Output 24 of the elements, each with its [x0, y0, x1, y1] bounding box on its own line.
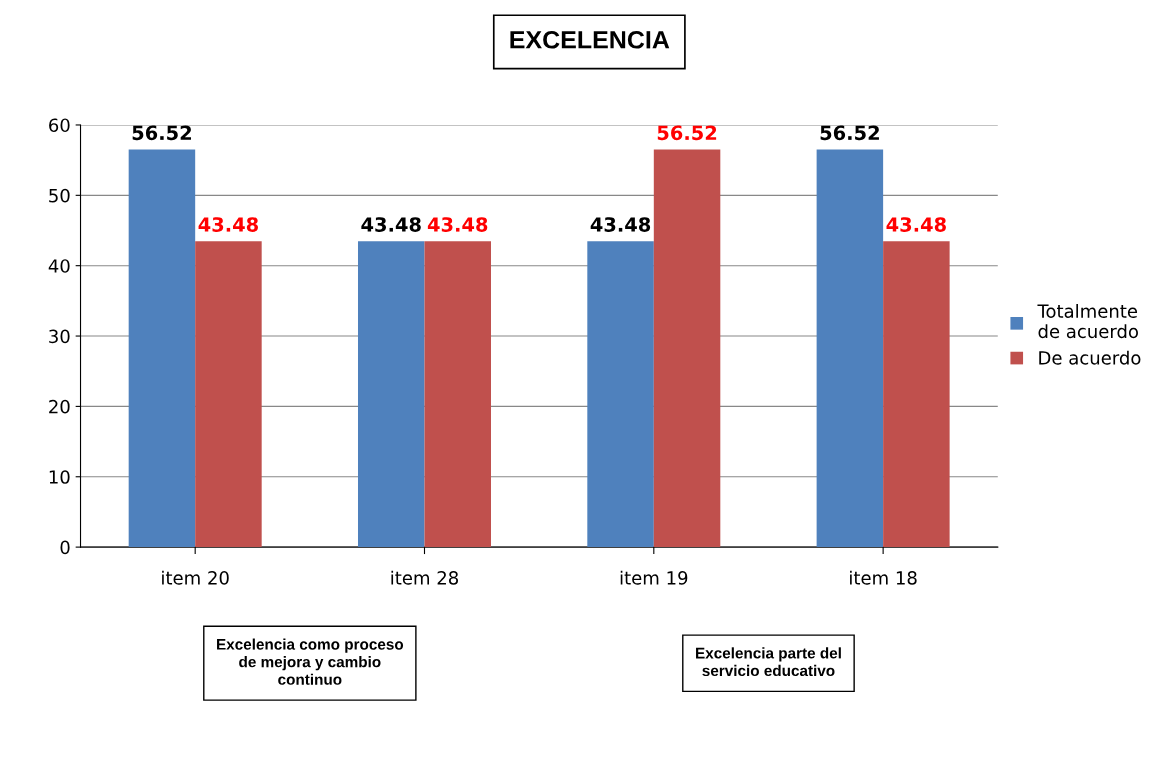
legend-label: Totalmente de acuerdo — [1037, 303, 1138, 339]
data-label: 43.48 — [361, 217, 421, 232]
text: Excelencia parte del servicio educativo — [696, 647, 841, 677]
data-label: 56.52 — [820, 125, 879, 141]
data-label: 43.48 — [590, 217, 651, 232]
x-tick-label: item 28 — [391, 570, 459, 585]
y-tick-label: 40 — [48, 259, 70, 273]
y-tick-label: 60 — [49, 118, 70, 133]
y-tick-label: 50 — [49, 188, 70, 203]
text: Excelencia como proceso de mejora y cambio continuo — [217, 638, 404, 685]
y-tick-label: 20 — [49, 399, 70, 414]
x-tick-label: item 19 — [620, 570, 688, 585]
data-label: 43.48 — [886, 217, 946, 232]
y-tick-label: 10 — [49, 470, 70, 484]
y-tick-label: 30 — [49, 329, 70, 344]
data-label: 43.48 — [198, 217, 258, 232]
legend-label: De acuerdo — [1039, 350, 1141, 365]
chart-title: EXCELENCIA — [510, 30, 670, 49]
data-label: 56.52 — [657, 125, 717, 141]
x-tick-label: item 20 — [162, 570, 229, 585]
data-label: 43.48 — [427, 217, 488, 232]
data-label: 56.52 — [132, 125, 191, 141]
x-tick-label: item 18 — [850, 570, 917, 585]
y-tick-label: 0 — [60, 540, 70, 555]
